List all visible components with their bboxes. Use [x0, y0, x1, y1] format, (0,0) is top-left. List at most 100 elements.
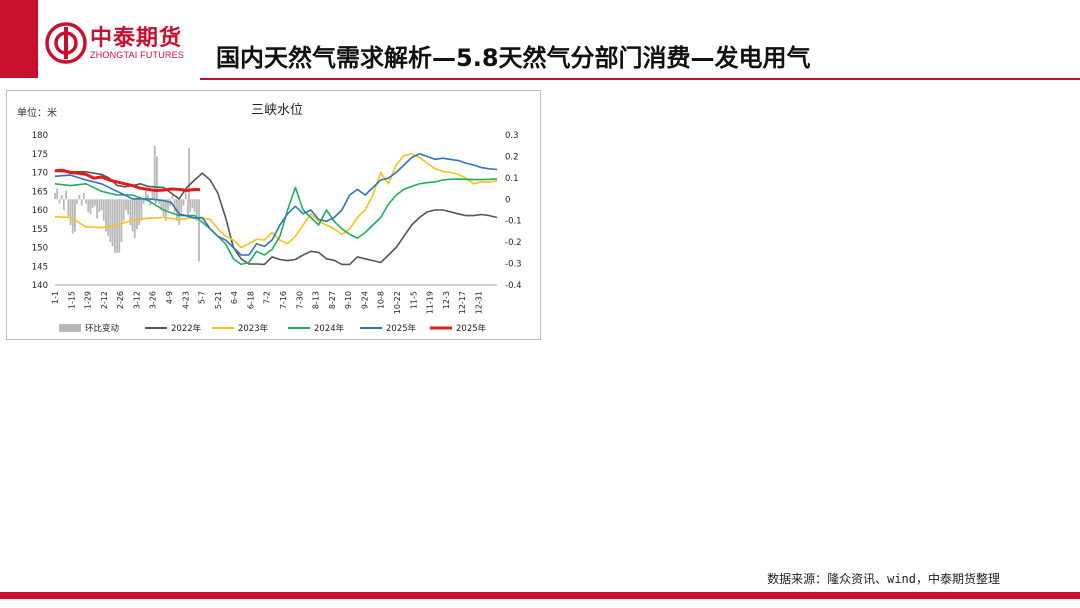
y-tick-label: 155 — [32, 225, 48, 235]
change-bar — [198, 199, 200, 262]
change-bar — [82, 192, 85, 200]
change-bar — [87, 199, 90, 213]
series-line-3 — [54, 152, 498, 256]
water-level-chart: 三峡水位 单位：米 180 175 170 165 160 155 150 145 140 0.3… — [17, 103, 522, 334]
x-tick-label: 1-15 — [67, 291, 76, 309]
change-bar — [153, 145, 156, 200]
change-bar — [151, 190, 154, 200]
chart-panel: 三峡水位 单位：米 180 175 170 165 160 155 150 145 140 0.3… — [6, 90, 541, 340]
legend-swatch — [59, 324, 81, 332]
x-tick-label: 11-19 — [426, 291, 435, 314]
x-tick-label: 4-23 — [181, 291, 190, 309]
x-tick-label: 10-8 — [377, 291, 386, 309]
change-bar — [105, 199, 107, 232]
y2-tick-label: 0 — [505, 195, 510, 205]
x-tick-label: 9-24 — [360, 291, 369, 309]
series-line-0 — [54, 170, 498, 266]
y-tick-label: 165 — [32, 187, 48, 197]
y-tick-label: 160 — [32, 206, 48, 216]
change-bar — [76, 199, 79, 204]
legend-label: 2025年 — [386, 323, 417, 334]
y2-tick-label: 0.2 — [505, 152, 519, 162]
brand-name-en: ZHONGTAI FUTURES — [90, 50, 185, 60]
change-bar — [109, 199, 112, 243]
y2-tick-label: -0.1 — [505, 217, 522, 227]
x-tick-label: 10-22 — [393, 291, 402, 314]
x-tick-label: 8-27 — [328, 291, 337, 309]
change-bar — [131, 199, 134, 232]
legend-label: 环比变动 — [85, 323, 120, 334]
change-bar — [171, 195, 174, 200]
change-bar — [78, 195, 81, 200]
x-tick-label: 7-16 — [279, 291, 288, 309]
change-bar — [173, 199, 176, 213]
x-tick-label: 2-26 — [116, 291, 125, 309]
change-bar — [122, 199, 125, 221]
header-accent-bar — [0, 0, 38, 78]
change-bar — [69, 199, 72, 225]
change-bar — [98, 199, 101, 213]
change-bar — [120, 199, 123, 243]
x-tick-label: 7-2 — [263, 291, 272, 304]
change-bar — [62, 199, 65, 210]
y2-tick-label: -0.2 — [505, 238, 522, 248]
change-bar — [147, 195, 149, 200]
data-source-note: 数据来源：隆众资讯、wind，中泰期货整理 — [767, 572, 1000, 586]
change-bar — [56, 188, 59, 200]
x-tick-label: 7-30 — [295, 291, 304, 309]
change-bar — [54, 192, 56, 200]
y2-tick-label: -0.3 — [505, 260, 522, 270]
change-bar — [93, 199, 96, 206]
legend-label: 2025年 — [456, 323, 487, 334]
change-bar — [182, 199, 185, 206]
change-bar — [144, 190, 147, 200]
change-bar — [100, 199, 103, 210]
x-tick-label: 6-18 — [246, 291, 255, 309]
y-tick-label: 175 — [32, 150, 48, 160]
title-divider — [200, 78, 1080, 80]
change-bar — [138, 199, 141, 225]
change-bar — [127, 199, 130, 215]
change-bar — [188, 147, 190, 200]
x-tick-label: 12-17 — [458, 291, 467, 314]
change-bar — [178, 199, 180, 225]
y-tick-label: 145 — [32, 262, 48, 272]
y-tick-label: 170 — [32, 169, 48, 179]
x-tick-label: 4-9 — [165, 291, 174, 304]
change-bar — [102, 199, 105, 221]
legend-label: 2022年 — [171, 323, 202, 334]
x-tick-label: 9-10 — [344, 291, 353, 309]
change-bar — [191, 199, 194, 208]
change-bar — [180, 199, 183, 213]
change-bar — [65, 190, 67, 200]
change-bar — [85, 199, 87, 204]
change-bar — [156, 156, 158, 200]
change-bar — [111, 199, 114, 247]
footer-accent-bar — [0, 592, 1080, 599]
change-bar — [107, 199, 110, 236]
brand-name: 中泰期货 — [90, 26, 183, 51]
x-tick-label: 12-31 — [474, 291, 483, 314]
change-bar — [187, 199, 189, 217]
series-line-4 — [54, 168, 201, 192]
x-tick-label: 1-1 — [51, 291, 60, 304]
change-bar — [67, 199, 70, 217]
change-bar — [189, 199, 192, 213]
x-tick-label: 12-3 — [442, 291, 451, 309]
change-bar — [80, 199, 83, 206]
change-bar — [154, 199, 157, 204]
x-tick-label: 11-5 — [409, 291, 418, 309]
change-bar — [193, 199, 196, 213]
change-bar — [89, 199, 92, 215]
change-bar — [60, 195, 63, 200]
change-bar — [116, 199, 118, 253]
series-line-2 — [54, 178, 498, 266]
change-bar — [74, 199, 76, 232]
change-bar — [195, 199, 198, 221]
y2-tick-label: 0.3 — [505, 131, 519, 141]
y-tick-label: 140 — [32, 281, 48, 291]
legend-label: 2023年 — [238, 323, 269, 334]
chart-title: 三峡水位 — [251, 103, 303, 118]
change-bar — [133, 199, 136, 238]
page-title: 国内天然气需求解析—5.8天然气分部门消费—发电用气 — [216, 44, 811, 72]
